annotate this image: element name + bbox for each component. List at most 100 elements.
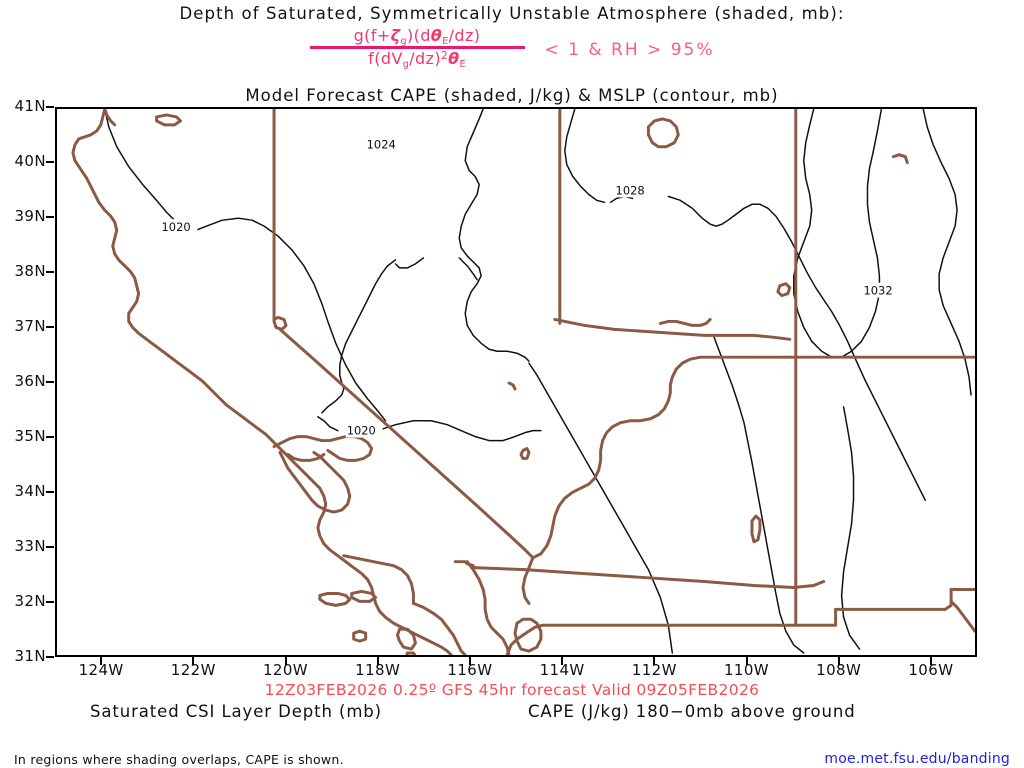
longitude-label-114w: 114W <box>539 661 585 679</box>
latitude-label-37n: 37N <box>14 317 46 335</box>
longitude-tick-112w <box>653 657 656 665</box>
forecast-valid-line: 12Z03FEB2026 0.25º GFS 45hr forecast Val… <box>264 681 760 699</box>
nevada-utah-border <box>531 355 792 560</box>
colorado-river-canyon <box>658 317 712 327</box>
california-coastline <box>71 109 453 655</box>
salton-sea <box>513 617 543 653</box>
map-plot-area[interactable]: 1024 1020 1028 1032 1020 <box>55 107 977 657</box>
mslp-contour-1024 <box>321 109 530 414</box>
political-boundary-group <box>71 109 975 655</box>
overlap-note: In regions where shading overlaps, CAPE … <box>14 752 344 767</box>
longitude-label-118w: 118W <box>355 661 401 679</box>
page-title: Depth of Saturated, Symmetrically Unstab… <box>179 4 845 23</box>
latitude-tick-37n <box>46 326 54 328</box>
longitude-tick-106w <box>929 657 932 665</box>
longitude-label-106w: 106W <box>908 661 954 679</box>
latitude-label-41n: 41N <box>14 97 46 115</box>
latitude-tick-31n <box>46 656 54 658</box>
mslp-contour-1020-central <box>317 416 542 442</box>
latitude-label-35n: 35N <box>14 427 46 445</box>
contour-label-1020-1: 1020 <box>162 220 191 234</box>
mslp-contour-1028-arc <box>564 109 606 204</box>
us-mexico-border-step1 <box>638 607 838 627</box>
channel-island-san-nicolas <box>352 629 368 643</box>
latitude-tick-35n <box>46 436 54 438</box>
latitude-tick-36n <box>46 381 54 383</box>
longitude-tick-122w <box>192 657 195 665</box>
channel-island-santa-cruz <box>318 591 352 607</box>
mslp-contour-nm-west <box>713 336 805 654</box>
lake-powell-arm <box>776 282 792 298</box>
longitude-label-112w: 112W <box>631 661 677 679</box>
colorado-river-mark <box>507 381 517 391</box>
longitude-tick-114w <box>561 657 564 665</box>
great-salt-lake <box>646 117 680 149</box>
formula-numerator: g(f+ζg)(dθE/dz) <box>353 26 481 47</box>
mslp-contour-1024-crest-left <box>394 257 425 269</box>
longitude-label-120w: 120W <box>262 661 309 679</box>
us-mexico-border-main <box>471 566 826 589</box>
longitude-tick-108w <box>837 657 840 665</box>
longitude-tick-118w <box>376 657 379 665</box>
mslp-contour-south-central <box>528 362 674 654</box>
longitude-label-116w: 116W <box>447 661 493 679</box>
socal-coast-detail <box>342 554 415 605</box>
formula-denominator: f(dVg/dz)2θE <box>368 48 466 70</box>
caption-cape: CAPE (J/kg) 180−0mb above ground <box>528 702 856 721</box>
latitude-tick-33n <box>46 546 54 548</box>
csi-criterion-formula: g(f+ζg)(dθE/dz) f(dVg/dz)2θE < 1 & RH > … <box>0 26 1024 70</box>
latitude-label-40n: 40N <box>14 152 46 170</box>
mslp-contour-se <box>840 406 861 650</box>
san-francisco-bay-south <box>278 450 352 514</box>
latitude-tick-34n <box>46 491 54 493</box>
latitude-tick-38n <box>46 271 54 273</box>
longitude-tick-124w <box>100 657 103 665</box>
contour-label-bg-2 <box>614 182 652 198</box>
california-nevada-diagonal <box>278 327 535 560</box>
us-mexico-border-diagonal <box>949 599 975 633</box>
longitude-tick-120w <box>284 657 287 665</box>
contour-label-1020-4: 1020 <box>347 424 376 438</box>
mslp-contour-1020-west <box>104 109 387 422</box>
latitude-label-31n: 31N <box>14 647 46 665</box>
latitude-label-36n: 36N <box>14 372 46 390</box>
lake-mead <box>519 447 531 460</box>
contour-label-1024-0: 1024 <box>367 138 396 152</box>
contour-label-bg-1 <box>160 219 198 235</box>
source-url-link[interactable]: moe.met.fsu.edu/banding <box>824 751 1010 767</box>
latitude-tick-41n <box>46 106 54 108</box>
longitude-label-122w: 122W <box>170 661 216 679</box>
contour-label-1028-2: 1028 <box>616 183 645 197</box>
nevada-arizona-border <box>521 556 535 605</box>
mslp-contour-1028 <box>609 195 926 501</box>
us-mexico-border-west <box>453 560 475 568</box>
latitude-label-32n: 32N <box>14 592 46 610</box>
california-mexico-colorado <box>465 560 511 655</box>
longitude-tick-110w <box>745 657 748 665</box>
arizona-newmexico-west <box>553 317 792 341</box>
longitude-label-110w: 110W <box>723 661 770 679</box>
map-canvas: 1024 1020 1028 1032 1020 <box>71 109 975 655</box>
san-francisco-bay-inlet <box>286 452 326 462</box>
contour-label-bg-3 <box>862 282 900 298</box>
longitude-tick-116w <box>468 657 471 665</box>
latitude-label-34n: 34N <box>14 482 46 500</box>
latitude-label-39n: 39N <box>14 207 46 225</box>
mslp-contour-1032 <box>793 109 883 358</box>
mslp-contour-1024-crest-right <box>458 257 478 281</box>
longitude-label-108w: 108W <box>816 661 862 679</box>
page-subtitle: Model Forecast CAPE (shaded, J/kg) & MSL… <box>245 86 779 105</box>
formula-condition: < 1 & RH > 95% <box>544 39 715 60</box>
mslp-contour-east-flank <box>922 109 972 396</box>
latitude-label-38n: 38N <box>14 262 46 280</box>
contour-label-bg-0 <box>365 136 403 152</box>
contour-label-bg-4 <box>345 422 383 438</box>
contour-label-group: 1024 1020 1028 1032 1020 <box>160 136 900 438</box>
mslp-contour-group <box>104 109 972 654</box>
california-nevada-border <box>272 109 288 331</box>
channel-island-san-clemente <box>405 651 417 655</box>
longitude-label-124w: 124W <box>78 661 124 679</box>
channel-island-santa-catalina <box>396 627 417 651</box>
contour-label-1032-3: 1032 <box>863 284 892 298</box>
